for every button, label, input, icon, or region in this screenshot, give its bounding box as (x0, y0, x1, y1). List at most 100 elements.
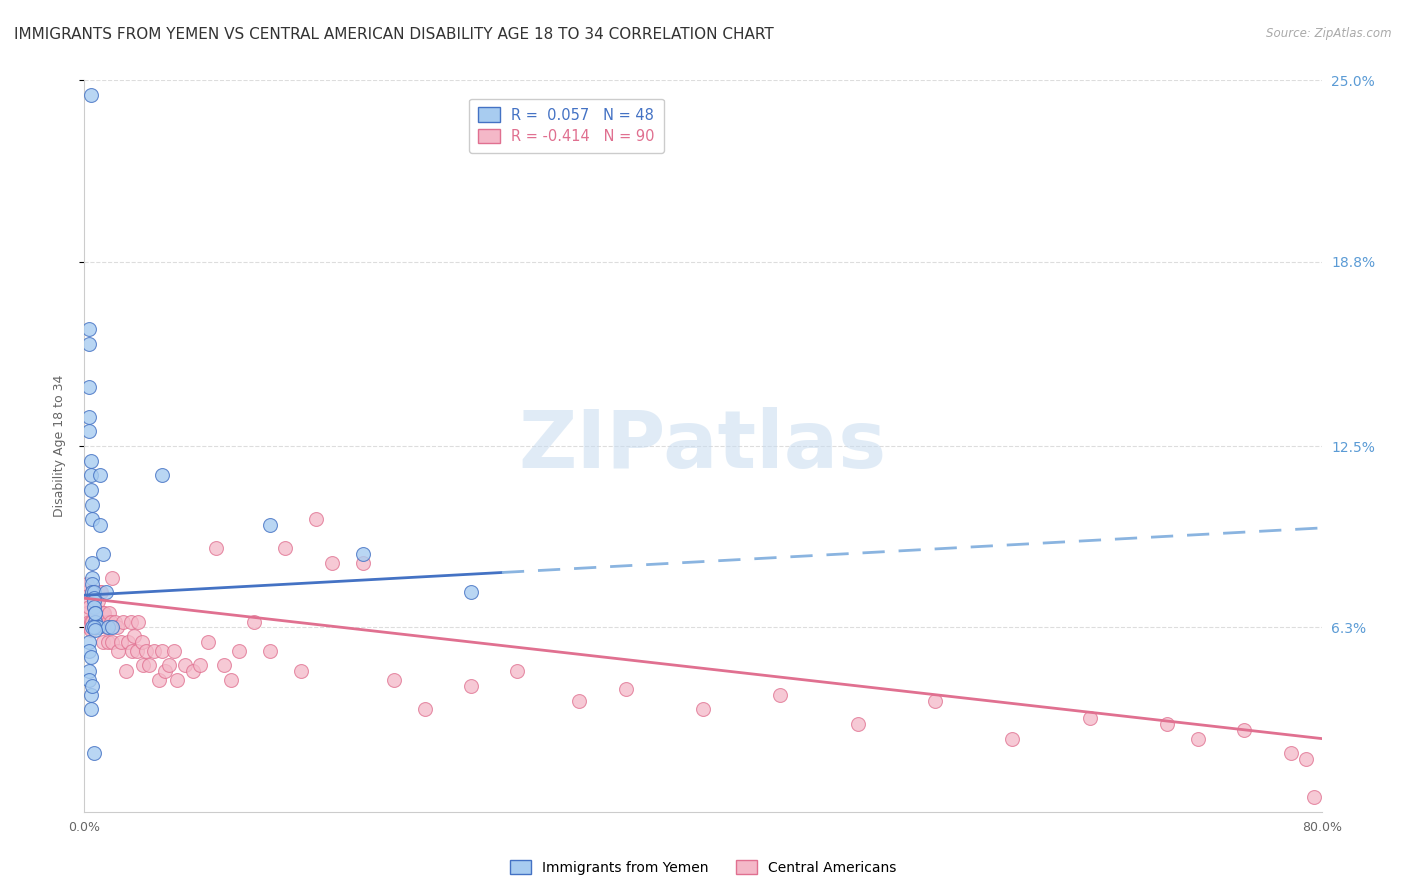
Point (79, 615, 101, 629)
Point (86, 620, 108, 634)
Point (76, 606, 98, 620)
Point (568, 693, 591, 707)
Point (96, 620, 118, 634)
Point (117, 635, 139, 649)
Point (159, 658, 180, 673)
Point (228, 644, 250, 658)
Point (83, 620, 105, 634)
Point (153, 665, 176, 679)
Point (1295, 752, 1317, 766)
Point (79, 649, 101, 664)
Text: Source: ZipAtlas.com: Source: ZipAtlas.com (1267, 27, 1392, 40)
Point (79, 468, 101, 483)
Point (274, 541, 297, 556)
Point (89, 585, 111, 599)
Point (83, 599, 105, 614)
Point (121, 644, 143, 658)
Point (1279, 746, 1302, 760)
Text: ZIPatlas: ZIPatlas (519, 407, 887, 485)
Point (382, 673, 405, 687)
Point (77, 380, 100, 394)
Point (79, 483, 101, 497)
Point (174, 658, 197, 673)
Legend: Immigrants from Yemen, Central Americans: Immigrants from Yemen, Central Americans (505, 855, 901, 880)
Point (107, 644, 129, 658)
Point (82, 679, 104, 693)
Point (96, 635, 118, 649)
Point (115, 665, 138, 679)
Point (82, 585, 104, 599)
Point (87, 620, 110, 634)
Point (84, 620, 107, 634)
Point (352, 547, 374, 561)
Point (93, 615, 115, 629)
Point (79, 688, 101, 702)
Point (105, 620, 128, 634)
Point (150, 644, 173, 658)
Point (93, 606, 115, 620)
Point (82, 615, 104, 629)
Point (84, 624, 107, 638)
Point (148, 673, 170, 687)
Point (77, 336, 100, 351)
Point (79, 453, 101, 467)
Point (101, 571, 124, 585)
Point (769, 688, 792, 702)
Point (76, 576, 98, 591)
Point (305, 512, 328, 526)
Point (1302, 790, 1324, 805)
Point (89, 468, 111, 483)
Point (89, 518, 111, 533)
Point (104, 615, 127, 629)
Point (77, 635, 100, 649)
Point (1001, 731, 1024, 746)
Point (94, 620, 117, 634)
Point (290, 665, 312, 679)
Point (77, 615, 100, 629)
Legend: R =  0.057   N = 48, R = -0.414   N = 90: R = 0.057 N = 48, R = -0.414 N = 90 (470, 98, 664, 153)
Point (77, 322, 100, 336)
Point (96, 615, 118, 629)
Point (75, 594, 97, 608)
Point (77, 665, 100, 679)
Point (125, 644, 148, 658)
Point (212, 658, 235, 673)
Point (86, 585, 108, 599)
Point (1078, 711, 1101, 725)
Point (120, 615, 142, 629)
Point (76, 585, 98, 599)
Point (77, 620, 100, 634)
Point (84, 615, 107, 629)
Point (82, 585, 104, 599)
Point (243, 615, 266, 629)
Point (101, 620, 124, 634)
Point (181, 665, 204, 679)
Point (112, 615, 135, 629)
Point (205, 541, 228, 556)
Point (82, 498, 104, 512)
Point (79, 87, 101, 102)
Point (89, 615, 111, 629)
Point (77, 644, 100, 658)
Point (84, 615, 107, 629)
Point (83, 594, 105, 608)
Point (86, 606, 108, 620)
Y-axis label: Disability Age 18 to 34: Disability Age 18 to 34 (53, 375, 66, 517)
Point (79, 624, 101, 638)
Point (86, 620, 108, 634)
Point (77, 673, 100, 687)
Point (259, 644, 281, 658)
Point (84, 606, 107, 620)
Point (82, 512, 104, 526)
Point (94, 585, 117, 599)
Point (1187, 731, 1209, 746)
Point (150, 468, 173, 483)
Point (82, 620, 104, 634)
Point (83, 746, 105, 760)
Point (83, 599, 105, 614)
Point (321, 556, 343, 570)
Point (166, 673, 188, 687)
Point (1233, 723, 1256, 737)
Point (82, 556, 104, 570)
Point (460, 679, 482, 693)
